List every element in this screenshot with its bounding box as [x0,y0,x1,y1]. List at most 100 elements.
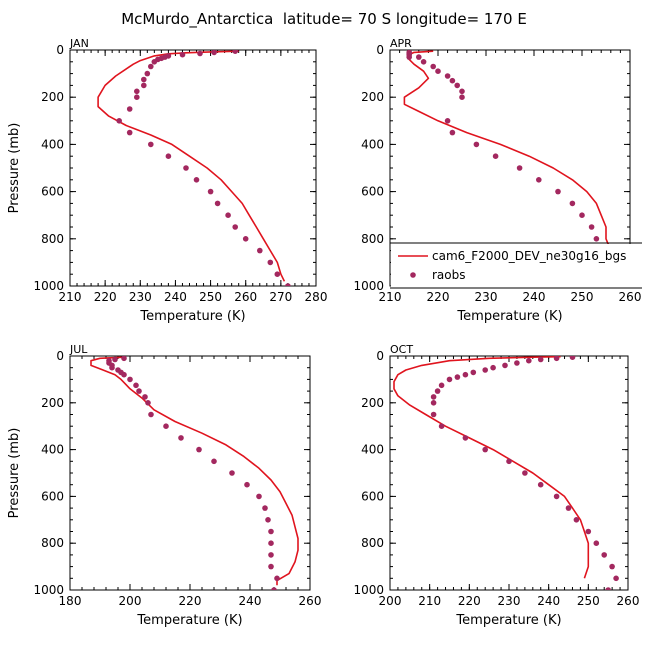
x-tick-label: 220 [94,290,117,304]
x-tick-label: 260 [617,594,640,608]
obs-point [438,382,445,389]
model-profile-line [90,356,299,586]
plot-frame [69,49,317,287]
obs-point [141,82,147,89]
obs-point [446,376,453,383]
y-axis-label: Pressure (mb) [7,123,22,214]
obs-point [430,400,437,406]
legend-obs-label: raobs [432,268,466,282]
obs-point [232,224,238,230]
x-tick-label: 210 [379,290,402,304]
x-tick-label: 240 [164,290,187,304]
data-layer [393,356,619,590]
obs-point [434,388,441,394]
obs-point [262,505,268,511]
y-tick-label: 400 [361,137,384,151]
obs-point [145,400,151,406]
obs-point [516,165,523,171]
y-tick-label: 1000 [33,279,64,293]
legend-model-label: cam6_F2000_DEV_ne30g16_bgs [432,249,626,263]
x-tick-label: 240 [239,594,262,608]
y-tick-label: 1000 [353,583,384,597]
obs-point [573,517,580,523]
legend-background [391,244,631,287]
obs-point [265,517,271,523]
obs-point [268,552,274,558]
obs-point [459,88,465,95]
obs-point [268,540,274,546]
x-axis-label: Temperature (K) [139,309,245,324]
obs-point [193,177,200,183]
y-tick-label: 0 [56,349,64,363]
x-tick-label: 230 [129,290,152,304]
obs-point [454,82,461,89]
obs-point [569,356,576,360]
obs-point [569,200,576,207]
y-tick-label: 0 [376,349,384,363]
y-tick-label: 200 [41,90,64,104]
obs-point [112,356,118,363]
plot-frame [389,355,629,591]
plots-layer: JAN 210 220 230 240 250 260 270 280 0 200 400 600 800… [7,37,642,628]
panel-label: JAN [69,37,89,50]
obs-point [183,165,189,171]
obs-point [585,528,592,535]
obs-point [593,540,600,546]
panel-jul: JUL 180 200 220 240 260 0 200 400 600 800 1000 Tempe… [7,343,321,628]
data-layer [90,356,299,590]
obs-point [121,371,127,378]
obs-point [462,435,469,441]
y-tick-label: 400 [361,443,384,457]
y-tick-label: 1000 [33,583,64,597]
x-tick-label: 220 [458,594,481,608]
x-tick-label: 280 [305,290,328,304]
x-axis-label: Temperature (K) [456,309,562,324]
obs-point [197,50,203,57]
x-tick-label: 260 [234,290,257,304]
y-tick-label: 0 [56,43,64,57]
obs-point [438,423,445,430]
obs-point [133,382,139,389]
obs-point [537,356,544,363]
obs-point [490,364,496,371]
obs-point [449,77,456,84]
obs-point [522,470,528,476]
x-axis-label: Temperature (K) [455,613,561,628]
obs-point [553,356,560,362]
panel-label: JUL [69,343,88,356]
obs-point [179,51,186,58]
obs-point [605,587,611,590]
obs-point [214,200,221,207]
y-tick-label: 600 [361,185,384,199]
obs-point [473,141,480,148]
x-tick-label: 250 [199,290,222,304]
x-tick-label: 250 [571,290,594,304]
obs-point [588,224,595,230]
obs-point [514,360,520,366]
obs-point [244,481,250,488]
obs-point [148,411,154,418]
obs-point [178,435,184,441]
obs-point [163,423,169,430]
obs-point [211,50,217,56]
y-tick-label: 200 [361,396,384,410]
x-tick-label: 180 [59,594,82,608]
y-tick-label: 400 [41,443,64,457]
x-tick-label: 230 [498,594,521,608]
obs-point [613,575,619,582]
obs-point [116,118,122,124]
obs-point [454,374,461,380]
x-axis-label: Temperature (K) [136,613,242,628]
y-tick-label: 400 [41,137,64,151]
obs-point [165,153,172,159]
y-tick-label: 800 [41,232,64,246]
x-tick-label: 250 [577,594,600,608]
obs-point [211,458,217,465]
obs-point [470,369,477,376]
obs-point [406,54,413,60]
obs-point [257,247,263,254]
obs-point [444,118,451,124]
x-tick-label: 220 [427,290,450,304]
y-tick-label: 600 [361,489,384,503]
figure-title: McMurdo_Antarctica latitude= 70 S longit… [121,10,527,29]
